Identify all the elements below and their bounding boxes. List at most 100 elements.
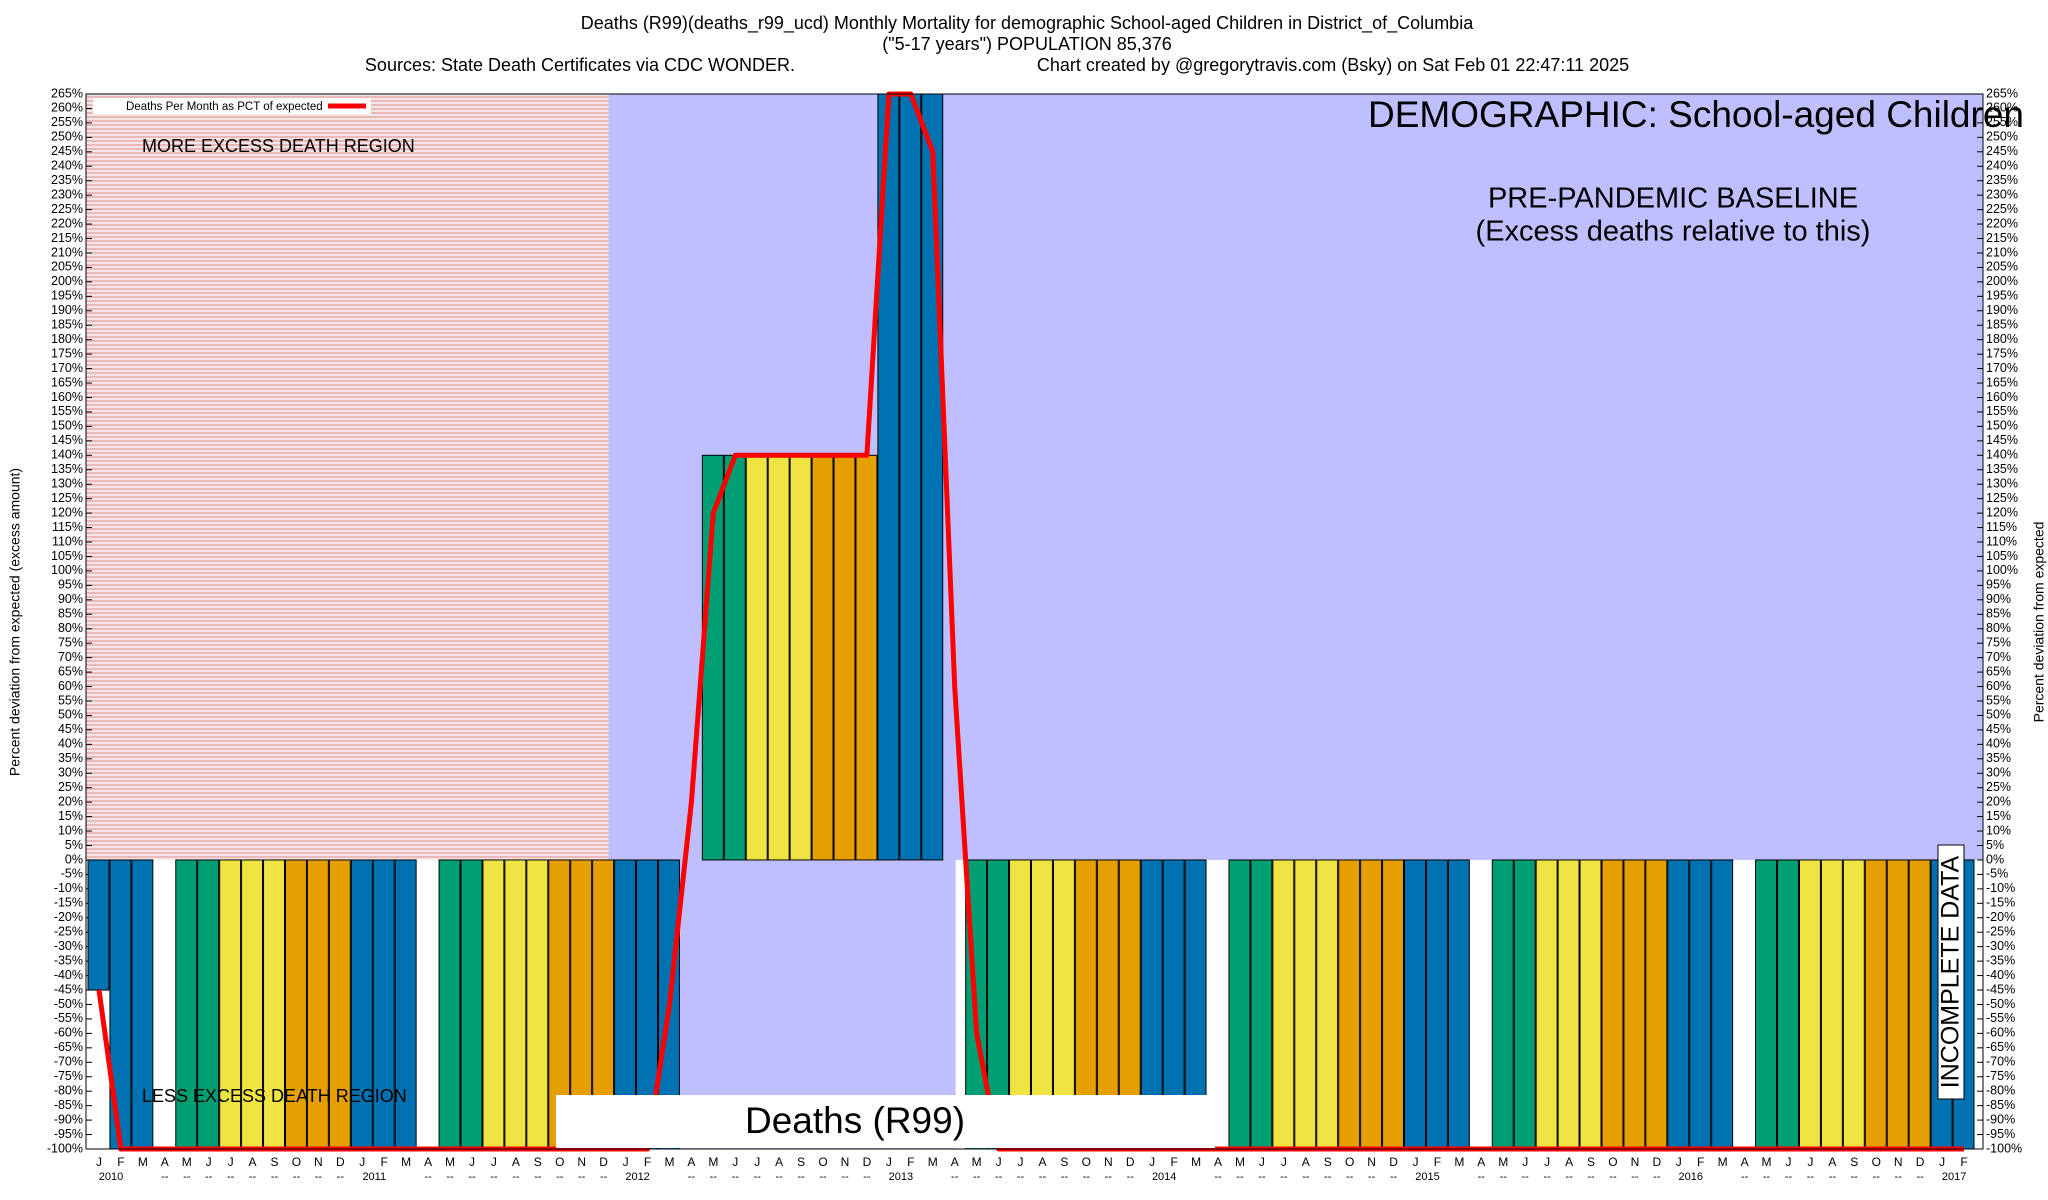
- y-tick-label: -60%: [54, 1026, 83, 1040]
- bar: [1250, 859, 1273, 1150]
- x-tick-label: J: [623, 1155, 629, 1169]
- x-sublabel: --: [271, 1171, 279, 1183]
- y2-tick-label: -85%: [1986, 1098, 2015, 1112]
- x-tick-label: J: [1018, 1155, 1024, 1169]
- x-tick-label: O: [1345, 1155, 1354, 1169]
- annotation: PRE-PANDEMIC BASELINE: [1488, 183, 1858, 215]
- x-tick-label: M: [182, 1155, 192, 1169]
- y-tick-label: 110%: [52, 534, 83, 548]
- bar: [745, 454, 768, 861]
- bar: [1755, 859, 1778, 1150]
- sources: Sources: State Death Certificates via CD…: [365, 55, 795, 75]
- x-tick-label: J: [754, 1155, 760, 1169]
- y-tick-label: -55%: [54, 1011, 83, 1025]
- y2-tick-label: 45%: [1986, 722, 2011, 736]
- x-tick-label: S: [1060, 1155, 1068, 1169]
- y-tick-label: 240%: [51, 159, 83, 173]
- x-sublabel: --: [1829, 1171, 1837, 1183]
- x-tick-label: O: [555, 1155, 564, 1169]
- y-tick-label: -90%: [54, 1112, 83, 1126]
- x-sublabel: --: [249, 1171, 257, 1183]
- x-tick-label: M: [1235, 1155, 1245, 1169]
- x-tick-label: M: [138, 1155, 148, 1169]
- y2-tick-label: 25%: [1986, 780, 2011, 794]
- y2-tick-label: 255%: [1986, 115, 2018, 129]
- x-tick-label: J: [1785, 1155, 1791, 1169]
- x-sublabel: --: [600, 1171, 608, 1183]
- y-tick-label: 5%: [65, 838, 83, 852]
- x-tick-label: N: [1367, 1155, 1376, 1169]
- annotation: (Excess deaths relative to this): [1476, 216, 1871, 248]
- x-tick-label: F: [907, 1155, 914, 1169]
- y-tick-label: 145%: [51, 433, 83, 447]
- x-sublabel: --: [1895, 1171, 1903, 1183]
- x-tick-label: O: [1608, 1155, 1617, 1169]
- x-tick-label: A: [775, 1155, 783, 1169]
- y-tick-label: -50%: [54, 997, 83, 1011]
- y-tick-label: 250%: [51, 130, 83, 144]
- y2-tick-label: -35%: [1986, 953, 2015, 967]
- x-sublabel: --: [556, 1171, 564, 1183]
- y-tick-label: 175%: [51, 346, 83, 360]
- y2-tick-label: 165%: [1986, 375, 2018, 389]
- bar: [767, 454, 790, 861]
- x-tick-label: M: [972, 1155, 982, 1169]
- y2-tick-label: 260%: [1986, 101, 2018, 115]
- y2-tick-label: 155%: [1986, 404, 2018, 418]
- x-sublabel: --: [534, 1171, 542, 1183]
- x-sublabel: --: [578, 1171, 586, 1183]
- x-sublabel: --: [315, 1171, 323, 1183]
- x-tick-label: F: [1434, 1155, 1441, 1169]
- y2-tick-label: 60%: [1986, 679, 2011, 693]
- y2-tick-label: 240%: [1986, 159, 2018, 173]
- x-tick-label: A: [1214, 1155, 1222, 1169]
- x-sublabel: --: [863, 1171, 871, 1183]
- y2-tick-label: -90%: [1986, 1112, 2015, 1126]
- y2-tick-label: -80%: [1986, 1083, 2015, 1097]
- x-tick-label: M: [445, 1155, 455, 1169]
- y-axis-label: Percent deviation from expected (excess …: [7, 468, 23, 776]
- y2-tick-label: -10%: [1986, 881, 2015, 895]
- y2-tick-label: -100%: [1986, 1141, 2022, 1155]
- x-sublabel: --: [227, 1171, 235, 1183]
- annotation: LESS EXCESS DEATH REGION: [142, 1086, 407, 1106]
- y-tick-label: 90%: [58, 592, 83, 606]
- bar: [1228, 859, 1251, 1150]
- x-tick-label: O: [292, 1155, 301, 1169]
- bar: [1711, 859, 1734, 1150]
- bar: [1798, 859, 1821, 1150]
- x-sublabel: --: [732, 1171, 740, 1183]
- bar: [899, 93, 922, 861]
- x-tick-label: J: [206, 1155, 212, 1169]
- bar: [789, 454, 812, 861]
- y2-tick-label: 235%: [1986, 173, 2018, 187]
- y2-tick-label: -75%: [1986, 1069, 2015, 1083]
- y2-tick-label: -50%: [1986, 997, 2015, 1011]
- bar: [1886, 859, 1909, 1150]
- y-tick-label: 220%: [51, 216, 83, 230]
- y-tick-label: 205%: [51, 260, 83, 274]
- y2-tick-label: 70%: [1986, 650, 2011, 664]
- x-sublabel: --: [337, 1171, 345, 1183]
- x-sublabel: --: [183, 1171, 191, 1183]
- legend-box: [93, 98, 371, 114]
- chart-title: Deaths (R99)(deaths_r99_ucd) Monthly Mor…: [581, 13, 1474, 34]
- x-sublabel: --: [1631, 1171, 1639, 1183]
- label-box: [556, 1095, 1215, 1148]
- y-tick-label: 55%: [58, 693, 83, 707]
- x-tick-label: D: [1389, 1155, 1398, 1169]
- x-tick-label: F: [1697, 1155, 1704, 1169]
- y2-tick-label: 50%: [1986, 708, 2011, 722]
- y-tick-label: 105%: [51, 549, 83, 563]
- overlay: MORE EXCESS DEATH REGION LESS EXCESS DEAT…: [93, 94, 2024, 1148]
- y-tick-label: 30%: [58, 766, 83, 780]
- y-tick-label: -40%: [54, 968, 83, 982]
- x-tick-label: N: [1894, 1155, 1903, 1169]
- y-tick-label: 60%: [58, 679, 83, 693]
- x-tick-label: N: [314, 1155, 323, 1169]
- y-tick-label: 80%: [58, 621, 83, 635]
- x-sublabel: --: [995, 1171, 1003, 1183]
- x-sublabel: --: [1785, 1171, 1793, 1183]
- x-sublabel: --: [1741, 1171, 1749, 1183]
